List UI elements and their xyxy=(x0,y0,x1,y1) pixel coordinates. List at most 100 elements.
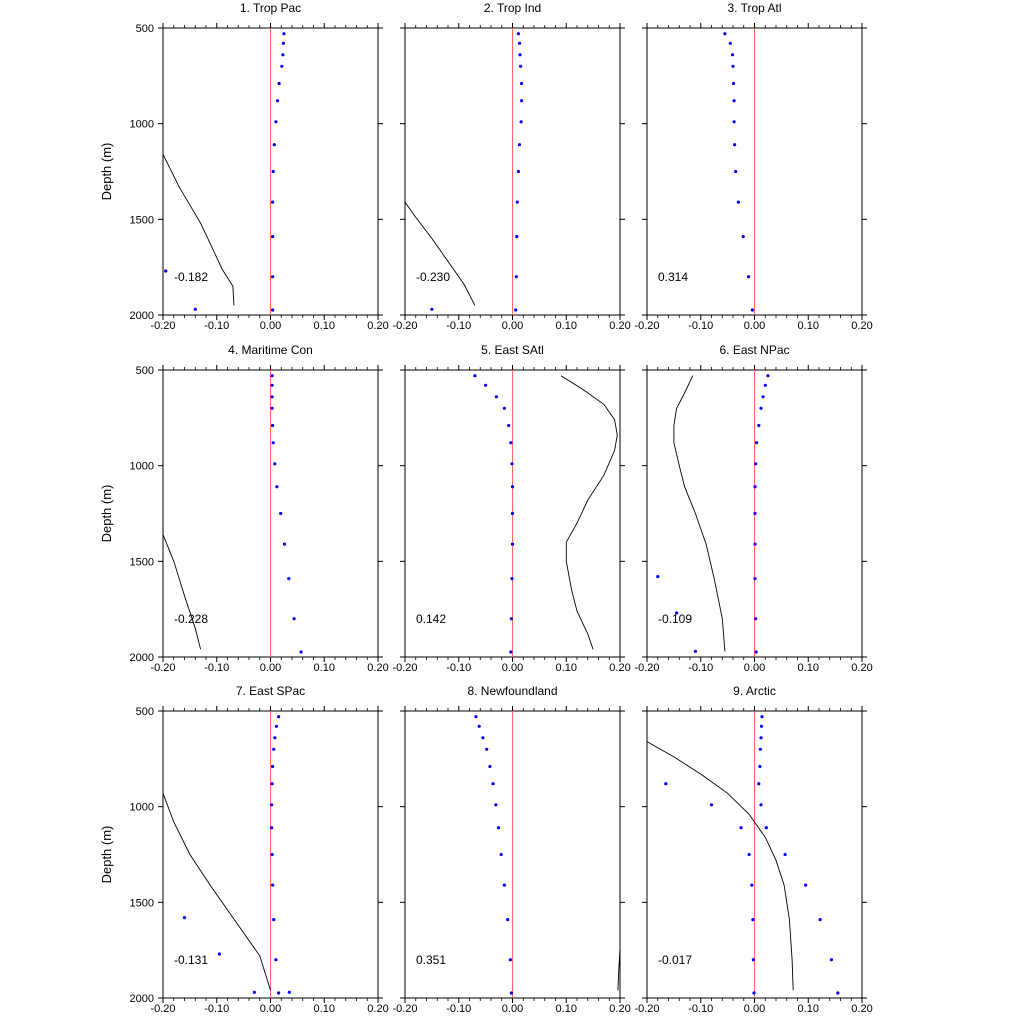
data-point xyxy=(510,511,515,516)
panel-1: 1. Trop Pac -0.20 -0.10 0.00 0.10 0.20 500 1000… xyxy=(99,1,389,332)
data-point xyxy=(728,41,732,45)
data-point xyxy=(271,200,275,204)
data-point xyxy=(491,782,495,786)
x-tick-label: -0.20 xyxy=(634,320,659,332)
data-point xyxy=(270,826,274,830)
series-curve xyxy=(673,375,726,652)
data-point xyxy=(271,308,275,312)
data-point xyxy=(753,542,757,546)
data-point xyxy=(271,441,275,445)
data-point xyxy=(275,485,279,489)
data-point xyxy=(485,747,489,751)
data-point xyxy=(734,169,738,174)
series-curve xyxy=(560,375,618,650)
data-point xyxy=(509,650,513,654)
panel-7: 7. East SPac -0.20 -0.10 0.00 0.10 0.20 500 100… xyxy=(99,684,389,1015)
x-tick-label: 0.00 xyxy=(744,320,765,332)
x-tick-label: 0.20 xyxy=(367,320,388,332)
data-point xyxy=(829,958,834,962)
data-point xyxy=(518,53,522,57)
panel-9: 9. Arctic -0.20 -0.10 0.00 0.10 0.20 -0.017 xyxy=(634,684,872,1015)
data-point xyxy=(733,143,737,147)
data-point xyxy=(515,200,519,204)
x-tick-label: 0.10 xyxy=(314,320,335,332)
data-point xyxy=(271,235,275,239)
y-tick-label: 1000 xyxy=(130,461,154,473)
data-point xyxy=(193,307,197,311)
y-tick-label: 1000 xyxy=(130,119,154,131)
x-tick-label: -0.20 xyxy=(392,320,417,332)
panel-8: 8. Newfoundland -0.20 -0.10 0.00 0.10 0.20 0.3… xyxy=(392,684,630,1015)
x-tick-label: -0.10 xyxy=(446,1003,471,1015)
x-tick-label: 0.10 xyxy=(314,1003,335,1015)
panel-5: 5. East SAtl -0.20 -0.10 0.00 0.10 0.20 0.142 xyxy=(392,343,630,674)
panel-title: 6. East NPac xyxy=(719,343,789,357)
data-point xyxy=(516,32,521,36)
data-point xyxy=(709,803,714,807)
data-point xyxy=(514,275,518,279)
data-point xyxy=(508,958,512,962)
correlation-label: -0.182 xyxy=(174,270,208,284)
data-point xyxy=(763,383,767,387)
data-point xyxy=(273,462,277,466)
data-point xyxy=(520,81,524,86)
x-tick-label: 0.20 xyxy=(367,662,388,674)
x-tick-label: -0.20 xyxy=(392,662,417,674)
data-point xyxy=(764,826,768,830)
panel-title: 5. East SAtl xyxy=(481,343,544,357)
x-tick-label: -0.10 xyxy=(688,1003,713,1015)
data-point xyxy=(741,235,745,239)
panel-title: 7. East SPac xyxy=(236,684,305,698)
data-point xyxy=(282,542,287,546)
data-point xyxy=(754,462,758,466)
panel-title: 8. Newfoundland xyxy=(467,684,557,698)
data-point xyxy=(272,747,276,751)
y-tick-label: 1500 xyxy=(130,214,154,226)
data-point xyxy=(502,406,506,410)
data-point xyxy=(274,120,278,124)
data-point xyxy=(739,826,743,830)
panel-title: 2. Trop Ind xyxy=(484,1,541,15)
y-tick-label: 500 xyxy=(136,706,154,718)
data-point xyxy=(217,952,221,956)
data-point xyxy=(270,406,274,410)
x-tick-label: 0.00 xyxy=(260,320,281,332)
data-point xyxy=(751,958,756,962)
x-tick-label: -0.20 xyxy=(150,1003,175,1015)
data-point xyxy=(730,53,735,57)
data-point xyxy=(753,511,757,516)
data-point xyxy=(516,169,521,174)
data-point xyxy=(757,423,761,428)
x-tick-label: -0.10 xyxy=(204,662,229,674)
x-tick-label: 0.10 xyxy=(798,1003,819,1015)
x-tick-label: 0.20 xyxy=(851,662,872,674)
data-point xyxy=(754,617,758,621)
data-point xyxy=(506,918,510,922)
data-point xyxy=(494,803,498,807)
data-point xyxy=(731,81,736,86)
series-curve xyxy=(405,201,476,306)
x-tick-label: 0.10 xyxy=(798,662,819,674)
data-point xyxy=(761,395,765,399)
data-point xyxy=(766,374,770,378)
x-tick-label: -0.20 xyxy=(634,1003,659,1015)
data-point xyxy=(182,916,187,920)
series-curve xyxy=(163,793,271,991)
data-point xyxy=(287,577,291,581)
data-point xyxy=(271,764,275,769)
x-tick-label: -0.20 xyxy=(392,1003,417,1015)
y-tick-label: 2000 xyxy=(130,310,154,322)
data-point xyxy=(271,423,275,428)
x-tick-label: 0.20 xyxy=(851,1003,872,1015)
data-point xyxy=(430,307,434,311)
y-tick-label: 500 xyxy=(136,365,154,377)
x-tick-label: 0.00 xyxy=(744,662,765,674)
y-axis-title: Depth (m) xyxy=(99,485,114,543)
series-curve xyxy=(163,154,235,306)
data-point xyxy=(270,374,274,378)
data-point xyxy=(752,991,756,995)
data-point xyxy=(754,650,758,654)
data-point xyxy=(252,990,256,994)
correlation-label: -0.228 xyxy=(174,612,208,626)
